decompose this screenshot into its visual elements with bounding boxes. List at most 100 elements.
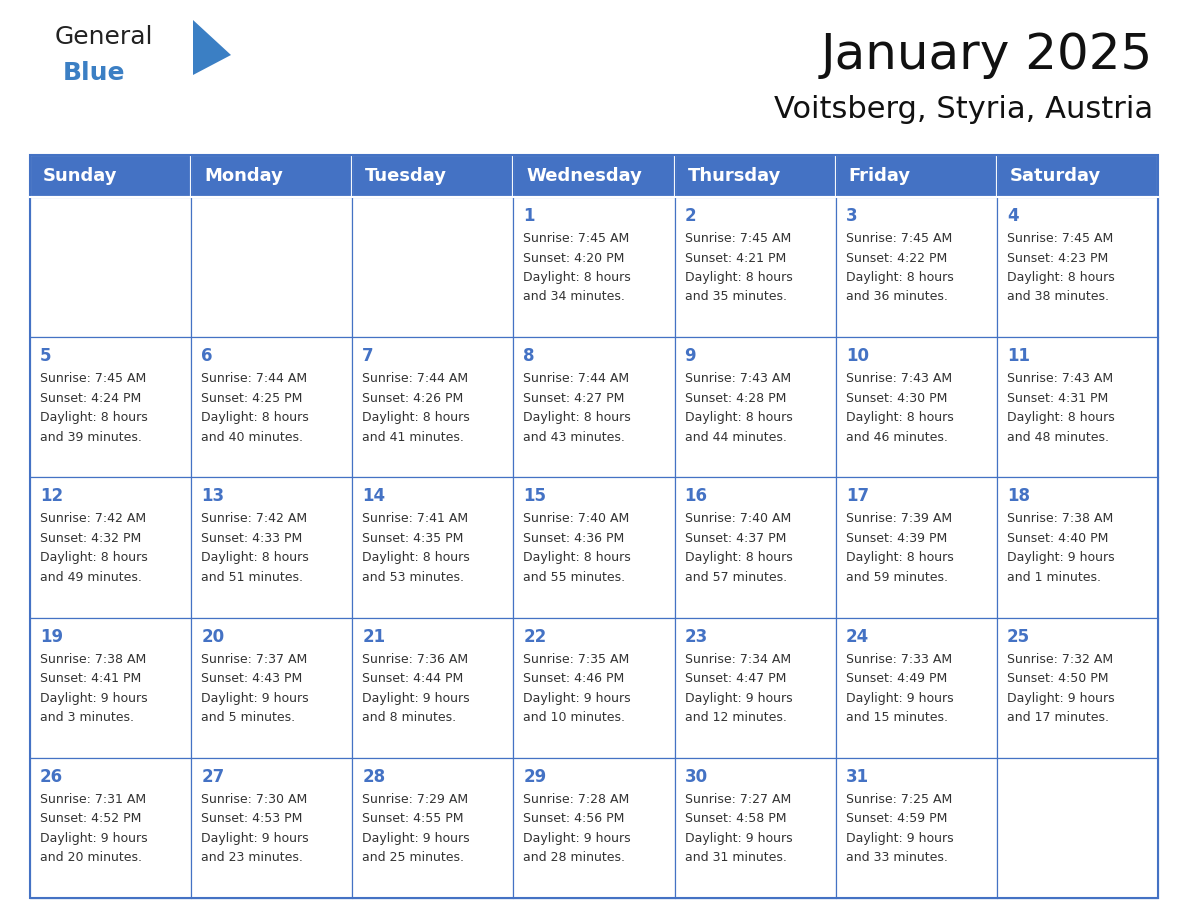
Text: and 31 minutes.: and 31 minutes. [684,851,786,865]
Text: Sunset: 4:30 PM: Sunset: 4:30 PM [846,392,947,405]
Text: Daylight: 8 hours: Daylight: 8 hours [524,271,631,284]
Text: Sunset: 4:21 PM: Sunset: 4:21 PM [684,252,785,264]
Text: Sunset: 4:23 PM: Sunset: 4:23 PM [1007,252,1108,264]
FancyBboxPatch shape [675,618,835,757]
Text: Sunrise: 7:30 AM: Sunrise: 7:30 AM [201,793,308,806]
FancyBboxPatch shape [30,477,191,618]
Text: Blue: Blue [63,61,126,85]
FancyBboxPatch shape [353,197,513,337]
Text: Sunrise: 7:45 AM: Sunrise: 7:45 AM [846,232,952,245]
Text: 5: 5 [40,347,51,365]
FancyBboxPatch shape [675,337,835,477]
Text: Sunrise: 7:37 AM: Sunrise: 7:37 AM [201,653,308,666]
Text: Daylight: 8 hours: Daylight: 8 hours [362,411,470,424]
Text: Sunrise: 7:29 AM: Sunrise: 7:29 AM [362,793,468,806]
FancyBboxPatch shape [997,197,1158,337]
Text: 22: 22 [524,628,546,645]
Text: Sunrise: 7:39 AM: Sunrise: 7:39 AM [846,512,952,525]
Text: Sunset: 4:31 PM: Sunset: 4:31 PM [1007,392,1108,405]
Text: 26: 26 [40,767,63,786]
FancyBboxPatch shape [675,197,835,337]
Text: 28: 28 [362,767,385,786]
Text: Daylight: 9 hours: Daylight: 9 hours [201,832,309,845]
FancyBboxPatch shape [191,155,353,197]
Text: 2: 2 [684,207,696,225]
FancyBboxPatch shape [191,618,353,757]
Text: Daylight: 9 hours: Daylight: 9 hours [846,691,953,705]
Text: 20: 20 [201,628,225,645]
FancyBboxPatch shape [191,337,353,477]
FancyBboxPatch shape [675,477,835,618]
Text: Sunset: 4:46 PM: Sunset: 4:46 PM [524,672,625,685]
Text: Daylight: 8 hours: Daylight: 8 hours [846,411,954,424]
Text: Sunrise: 7:42 AM: Sunrise: 7:42 AM [201,512,308,525]
Text: Daylight: 8 hours: Daylight: 8 hours [684,411,792,424]
Text: and 51 minutes.: and 51 minutes. [201,571,303,584]
Text: 13: 13 [201,487,225,506]
Text: and 34 minutes.: and 34 minutes. [524,290,625,304]
Text: Sunset: 4:39 PM: Sunset: 4:39 PM [846,532,947,545]
FancyBboxPatch shape [30,757,191,898]
Text: and 36 minutes.: and 36 minutes. [846,290,948,304]
FancyBboxPatch shape [191,757,353,898]
Text: 3: 3 [846,207,858,225]
FancyBboxPatch shape [513,155,675,197]
Text: 12: 12 [40,487,63,506]
Text: and 1 minutes.: and 1 minutes. [1007,571,1101,584]
Text: Daylight: 8 hours: Daylight: 8 hours [846,271,954,284]
Text: 27: 27 [201,767,225,786]
FancyBboxPatch shape [997,155,1158,197]
Text: and 43 minutes.: and 43 minutes. [524,431,625,443]
Text: Sunrise: 7:45 AM: Sunrise: 7:45 AM [40,372,146,386]
Text: January 2025: January 2025 [821,31,1154,79]
Text: and 23 minutes.: and 23 minutes. [201,851,303,865]
Text: 10: 10 [846,347,868,365]
FancyBboxPatch shape [513,337,675,477]
Text: Daylight: 9 hours: Daylight: 9 hours [524,832,631,845]
Text: Sunrise: 7:35 AM: Sunrise: 7:35 AM [524,653,630,666]
Text: Sunset: 4:50 PM: Sunset: 4:50 PM [1007,672,1108,685]
Text: Daylight: 8 hours: Daylight: 8 hours [201,411,309,424]
Text: Sunrise: 7:44 AM: Sunrise: 7:44 AM [362,372,468,386]
Text: Daylight: 8 hours: Daylight: 8 hours [1007,271,1114,284]
Text: Sunset: 4:36 PM: Sunset: 4:36 PM [524,532,625,545]
Text: Daylight: 9 hours: Daylight: 9 hours [846,832,953,845]
Text: 21: 21 [362,628,385,645]
Text: and 8 minutes.: and 8 minutes. [362,711,456,724]
Text: Sunrise: 7:44 AM: Sunrise: 7:44 AM [524,372,630,386]
FancyBboxPatch shape [835,155,997,197]
Text: Sunrise: 7:34 AM: Sunrise: 7:34 AM [684,653,791,666]
Text: and 49 minutes.: and 49 minutes. [40,571,141,584]
Text: and 38 minutes.: and 38 minutes. [1007,290,1108,304]
Text: and 46 minutes.: and 46 minutes. [846,431,948,443]
FancyBboxPatch shape [997,757,1158,898]
FancyBboxPatch shape [353,155,513,197]
FancyBboxPatch shape [353,757,513,898]
Text: Daylight: 9 hours: Daylight: 9 hours [362,691,470,705]
Text: and 15 minutes.: and 15 minutes. [846,711,948,724]
FancyBboxPatch shape [30,197,191,337]
Text: Sunset: 4:24 PM: Sunset: 4:24 PM [40,392,141,405]
Text: Sunrise: 7:27 AM: Sunrise: 7:27 AM [684,793,791,806]
Text: Sunrise: 7:43 AM: Sunrise: 7:43 AM [1007,372,1113,386]
Text: Sunrise: 7:44 AM: Sunrise: 7:44 AM [201,372,308,386]
FancyBboxPatch shape [835,337,997,477]
Text: and 5 minutes.: and 5 minutes. [201,711,296,724]
FancyBboxPatch shape [513,618,675,757]
FancyBboxPatch shape [30,337,191,477]
FancyBboxPatch shape [675,757,835,898]
Text: Daylight: 9 hours: Daylight: 9 hours [362,832,470,845]
Text: Sunset: 4:55 PM: Sunset: 4:55 PM [362,812,463,825]
Text: Sunset: 4:49 PM: Sunset: 4:49 PM [846,672,947,685]
Text: Daylight: 8 hours: Daylight: 8 hours [201,552,309,565]
Text: Sunset: 4:53 PM: Sunset: 4:53 PM [201,812,303,825]
Text: Sunset: 4:56 PM: Sunset: 4:56 PM [524,812,625,825]
Text: 24: 24 [846,628,868,645]
FancyBboxPatch shape [513,477,675,618]
Text: Daylight: 8 hours: Daylight: 8 hours [524,552,631,565]
Text: 29: 29 [524,767,546,786]
Text: Sunrise: 7:31 AM: Sunrise: 7:31 AM [40,793,146,806]
Text: 30: 30 [684,767,708,786]
Text: General: General [55,25,153,49]
Text: and 17 minutes.: and 17 minutes. [1007,711,1108,724]
